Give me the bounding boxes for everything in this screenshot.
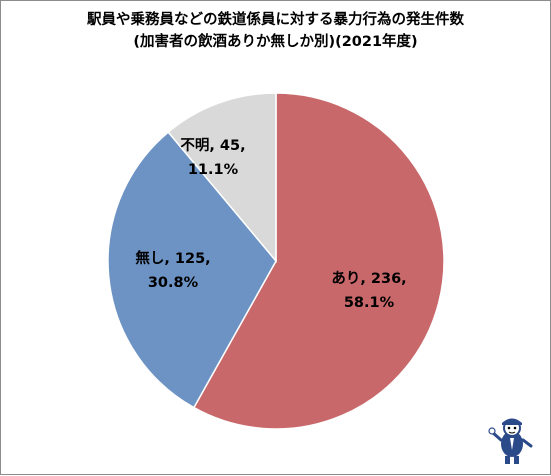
data-label-1: あり, 236, 58.1%: [331, 270, 406, 311]
pie-slice-1: [192, 92, 445, 430]
data-label-2: 無し, 125, 30.8%: [135, 249, 210, 291]
chart-subtitle: (加害者の飲酒ありか無しか別)(2021年度): [133, 34, 418, 50]
mascot-icon: [488, 418, 533, 464]
chart-title: 駅員や乗務員などの鉄道係員に対する暴力行為の発生件数: [87, 12, 464, 28]
pie-slice-2: [107, 131, 277, 409]
data-label-3: 不明, 45, 11.1%: [180, 137, 245, 178]
pie-slice-3: [167, 92, 277, 264]
chart-title-block: 駅員や乗務員などの鉄道係員に対する暴力行為の発生件数 (加害者の飲酒ありか無しか…: [1, 9, 550, 53]
